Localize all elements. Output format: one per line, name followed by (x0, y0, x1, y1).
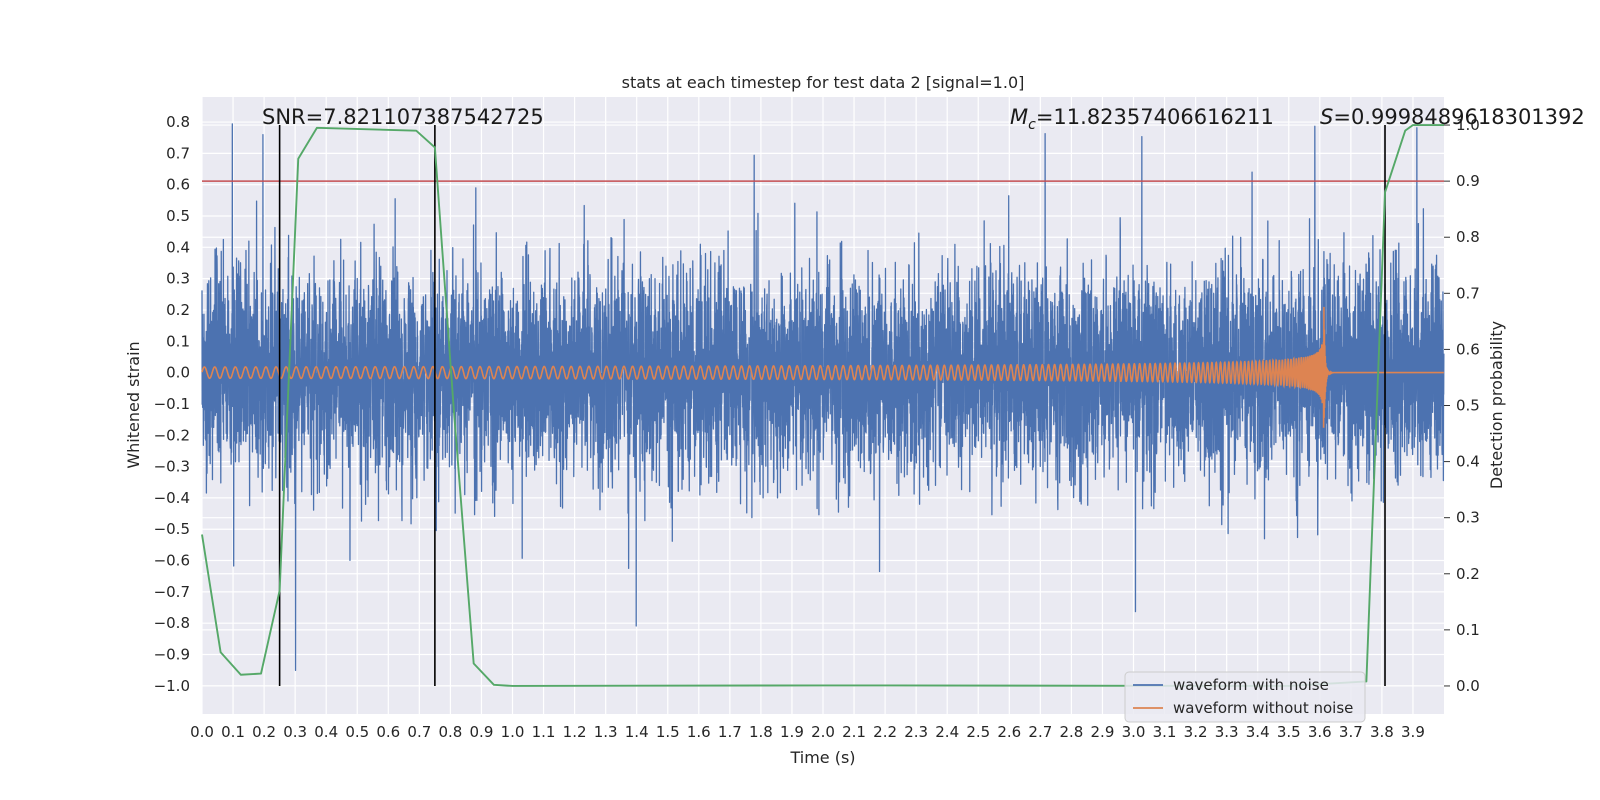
y-tick-label: 0.6 (166, 176, 190, 194)
x-tick-label: 2.6 (997, 723, 1021, 741)
y2-tick-label: 0.8 (1456, 228, 1480, 246)
y-tick-label: −0.4 (154, 489, 190, 507)
y-tick-label: 0.4 (166, 238, 190, 256)
y-tick-label: −0.5 (154, 520, 190, 538)
y-tick-label: −0.1 (154, 395, 190, 413)
x-tick-label: 0.0 (190, 723, 214, 741)
x-tick-label: 3.6 (1308, 723, 1332, 741)
legend: waveform with noise waveform without noi… (1124, 671, 1366, 723)
x-tick-label: 0.2 (252, 723, 276, 741)
series-waveform-with-noise (201, 123, 1445, 672)
y-tick-label: −0.6 (154, 552, 190, 570)
x-tick-label: 0.9 (470, 723, 494, 741)
y-tick-label: −0.2 (154, 426, 190, 444)
x-tick-label: 1.7 (718, 723, 742, 741)
y-tick-label: −0.8 (154, 614, 190, 632)
y-axis-label: Whitened strain (124, 341, 143, 468)
x-tick-label: 1.3 (594, 723, 618, 741)
y2-tick-label: 0.9 (1456, 172, 1480, 190)
y2-tick-label: 0.5 (1456, 397, 1480, 415)
x-tick-label: 2.2 (873, 723, 897, 741)
y-tick-label: −0.7 (154, 583, 190, 601)
x-tick-label: 0.4 (314, 723, 338, 741)
y2-axis-label: Detection probability (1487, 321, 1506, 489)
y-tick-label: 0.5 (166, 207, 190, 225)
chart-title: stats at each timestep for test data 2 [… (622, 73, 1025, 92)
x-axis-label: Time (s) (789, 748, 855, 767)
x-tick-label: 3.4 (1246, 723, 1270, 741)
y-tick-label: 0.1 (166, 332, 190, 350)
overlay-lines (201, 124, 1444, 687)
x-tick-label: 2.9 (1091, 723, 1115, 741)
x-tick-label: 3.1 (1153, 723, 1177, 741)
x-tick-label: 3.9 (1401, 723, 1425, 741)
x-tick-label: 3.8 (1370, 723, 1394, 741)
y-tick-label: −0.3 (154, 458, 190, 476)
x-tick-label: 1.9 (780, 723, 804, 741)
x-tick-label: 2.3 (904, 723, 928, 741)
x-tick-label: 3.5 (1277, 723, 1301, 741)
y-tick-label: 0.7 (166, 144, 190, 162)
y-tick-label: 0.0 (166, 364, 190, 382)
x-tick-label: 3.0 (1122, 723, 1146, 741)
legend-label-clean: waveform without noise (1173, 699, 1353, 717)
x-tick-label: 2.7 (1028, 723, 1052, 741)
x-tick-label: 0.1 (221, 723, 245, 741)
y2-tick-label: 0.4 (1456, 453, 1480, 471)
legend-label-noisy: waveform with noise (1173, 676, 1329, 694)
x-tick-label: 2.4 (935, 723, 959, 741)
x-tick-label: 1.1 (532, 723, 556, 741)
y2-tick-label: 0.7 (1456, 284, 1480, 302)
x-tick-label: 1.5 (656, 723, 680, 741)
x-tick-label: 2.8 (1059, 723, 1083, 741)
x-tick-label: 3.3 (1215, 723, 1239, 741)
x-tick-label: 3.7 (1339, 723, 1363, 741)
clean-waveform-line (201, 306, 1444, 428)
y2-tick-label: 0.2 (1456, 565, 1480, 583)
y-tick-label: 0.3 (166, 270, 190, 288)
x-tick-label: 3.2 (1184, 723, 1208, 741)
score-annotation: S=0.9998489618301392 (1320, 105, 1585, 129)
y2-tick-label: 0.3 (1456, 509, 1480, 527)
y-tick-label: −1.0 (154, 677, 190, 695)
x-tick-label: 2.0 (811, 723, 835, 741)
y2-tick-label: 0.6 (1456, 340, 1480, 358)
y-tick-label: −0.9 (154, 645, 190, 663)
ticks: 0.0 0.1 0.2 0.3 0.4 0.5 0.6 0.7 0.8 0.9 1.0 1.1 1.2 1… (154, 113, 1480, 741)
series-waveform-without-noise (201, 306, 1444, 428)
noisy-waveform-line (201, 123, 1445, 672)
x-tick-label: 1.4 (625, 723, 649, 741)
x-tick-label: 1.2 (563, 723, 587, 741)
x-tick-label: 1.8 (749, 723, 773, 741)
x-tick-label: 0.6 (376, 723, 400, 741)
y2-tick-label: 0.0 (1456, 677, 1480, 695)
y-tick-label: 0.8 (166, 113, 190, 131)
x-tick-label: 1.6 (687, 723, 711, 741)
x-tick-label: 0.8 (438, 723, 462, 741)
x-tick-label: 0.7 (407, 723, 431, 741)
y2-tick-label: 1.0 (1456, 116, 1480, 134)
x-tick-label: 0.5 (345, 723, 369, 741)
x-tick-label: 0.3 (283, 723, 307, 741)
detection-probability-line (201, 124, 1444, 687)
legend-box (1124, 671, 1366, 723)
x-tick-label: 1.0 (501, 723, 525, 741)
chirp-mass-annotation: Mc=11.82357406616211 (1010, 105, 1274, 133)
y-tick-label: 0.2 (166, 301, 190, 319)
snr-annotation: SNR=7.821107387542725 (262, 105, 544, 129)
x-tick-label: 2.5 (966, 723, 990, 741)
x-tick-label: 2.1 (842, 723, 866, 741)
y2-tick-label: 0.1 (1456, 621, 1480, 639)
